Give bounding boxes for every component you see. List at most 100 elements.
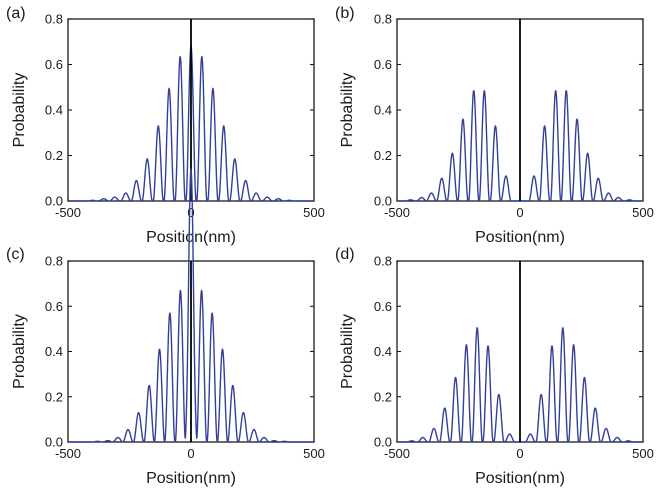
peak-point: [137, 411, 139, 413]
peak-point: [253, 428, 255, 430]
panel-c: (c) 0.0 0.2 0.4 0.6 0.8 -500 0 500 Position(nm) Pr…: [6, 168, 325, 487]
peak-point: [476, 327, 478, 329]
x-axis-label: Position(nm): [146, 470, 236, 487]
y-tick-label: 0.0: [374, 435, 392, 450]
x-tick-label: -500: [384, 205, 410, 220]
x-axis-label: Position(nm): [475, 229, 565, 246]
peak-point: [444, 407, 446, 409]
y-tick-label: 0.8: [45, 254, 63, 269]
peak-point: [266, 196, 268, 198]
x-tick-label: 500: [632, 446, 654, 461]
peak-point: [465, 344, 467, 346]
y-tick-label: 0.2: [374, 389, 392, 404]
peak-point: [562, 327, 564, 329]
peak-point: [411, 440, 413, 442]
peak-point: [616, 436, 618, 438]
panel-label: (a): [6, 5, 26, 22]
y-tick-label: 0.6: [45, 57, 63, 72]
peak-point: [462, 118, 464, 120]
peak-point: [594, 407, 596, 409]
y-axis-label: Probability: [11, 73, 28, 148]
y-axis-label: Probability: [339, 314, 356, 389]
peak-point: [551, 345, 553, 347]
peak-point: [505, 175, 507, 177]
peak-point: [223, 125, 225, 127]
peak-point: [607, 192, 609, 194]
peak-point: [605, 427, 607, 429]
peak-point: [451, 152, 453, 154]
peak-point: [146, 158, 148, 160]
peak-point: [409, 199, 411, 201]
y-tick-label: 0.6: [45, 299, 63, 314]
peak-point: [529, 433, 531, 435]
peak-point: [135, 179, 137, 181]
probability-series: [67, 168, 315, 443]
peak-point: [263, 436, 265, 438]
peak-point: [422, 436, 424, 438]
y-tick-label: 0.0: [45, 435, 63, 450]
peak-point: [221, 348, 223, 350]
x-axis-label: Position(nm): [146, 229, 236, 246]
peak-point: [494, 125, 496, 127]
x-tick-label: -500: [55, 205, 81, 220]
x-axis-label: Position(nm): [475, 470, 565, 487]
y-axis-label: Probability: [11, 314, 28, 389]
y-tick-label: 0.8: [374, 12, 392, 27]
peak-point: [102, 198, 104, 200]
peak-point: [168, 87, 170, 89]
panel-b: (b) 0.0 0.2 0.4 0.6 0.8 -500 0 500 Position(nm) Pr…: [335, 5, 654, 246]
peak-point: [454, 376, 456, 378]
y-tick-label: 0.2: [45, 389, 63, 404]
peak-point: [283, 440, 285, 442]
peak-point: [127, 428, 129, 430]
peak-point: [586, 152, 588, 154]
x-tick-label: 500: [632, 205, 654, 220]
peak-point: [554, 89, 556, 91]
y-tick-label: 0.8: [45, 12, 63, 27]
y-tick-label: 0.2: [374, 148, 392, 163]
x-tick-label: 0: [187, 205, 194, 220]
y-tick-label: 0.6: [374, 299, 392, 314]
panel-d: (d) 0.0 0.2 0.4 0.6 0.8 -500 0 500 Position(nm) Pr…: [335, 246, 654, 487]
x-tick-label: 500: [303, 446, 325, 461]
peak-point: [148, 384, 150, 386]
peak-point: [242, 411, 244, 413]
x-tick-label: 0: [187, 446, 194, 461]
peak-point: [114, 196, 116, 198]
peak-point: [96, 440, 98, 442]
peak-point: [277, 198, 279, 200]
peak-point: [234, 158, 236, 160]
peak-point: [107, 439, 109, 441]
x-tick-label: -500: [384, 446, 410, 461]
peak-point: [565, 89, 567, 91]
panel-label: (c): [6, 246, 25, 263]
panel-label: (d): [335, 246, 355, 263]
peak-point: [117, 436, 119, 438]
panel-a: (a) 0.0 0.2 0.4 0.6 0.8 -500 0 500 Position(nm) Pr…: [6, 5, 325, 246]
peak-point: [597, 177, 599, 179]
x-tick-label: -500: [55, 446, 81, 461]
y-axis-label: Probability: [339, 73, 356, 148]
y-tick-label: 0.8: [374, 254, 392, 269]
peak-point: [533, 175, 535, 177]
peak-point: [200, 289, 202, 291]
peak-point: [627, 440, 629, 442]
y-tick-label: 0.4: [374, 103, 392, 118]
peak-point: [543, 125, 545, 127]
peak-point: [255, 192, 257, 194]
peak-point: [169, 312, 171, 314]
peak-point: [420, 196, 422, 198]
peak-point: [244, 179, 246, 181]
peak-point: [540, 393, 542, 395]
peak-point: [483, 89, 485, 91]
peak-point: [288, 199, 290, 201]
peak-point: [487, 345, 489, 347]
y-tick-label: 0.0: [45, 194, 63, 209]
panel-label: (b): [335, 5, 355, 22]
peak-point: [583, 376, 585, 378]
y-tick-label: 0.6: [374, 57, 392, 72]
peak-point: [201, 55, 203, 57]
peak-point: [212, 87, 214, 89]
peak-point: [91, 199, 93, 201]
